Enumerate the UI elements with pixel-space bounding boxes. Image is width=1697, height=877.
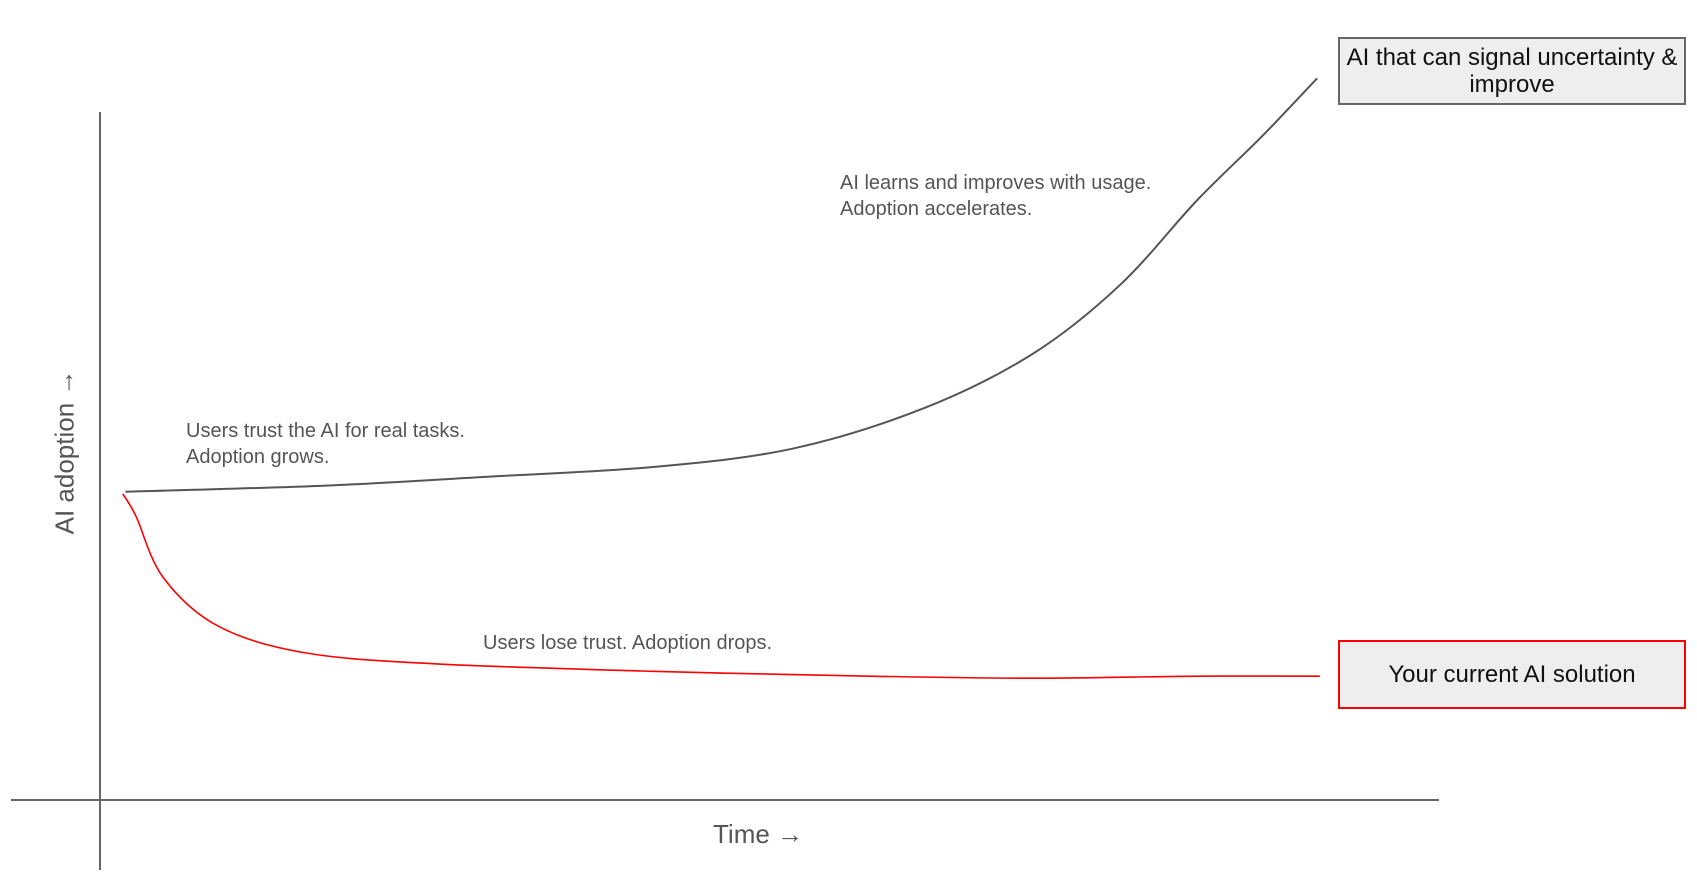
current-ai-curve [122, 493, 1320, 680]
legend-box-current-ai: Your current AI solution [1338, 640, 1686, 709]
annotation-trust-grows: Users trust the AI for real tasks. Adopt… [186, 420, 465, 468]
y-axis-label: AI adoption → [49, 369, 80, 535]
x-axis-label: Time → [713, 819, 804, 849]
annotation-trust-drops: Users lose trust. Adoption drops. [483, 632, 773, 654]
legend-box-improving-ai: AI that can signal uncertainty & improve [1338, 37, 1686, 105]
annotation-adoption-accelerates: AI learns and improves with usage. Adopt… [840, 172, 1152, 220]
improving-ai-curve [125, 77, 1318, 493]
